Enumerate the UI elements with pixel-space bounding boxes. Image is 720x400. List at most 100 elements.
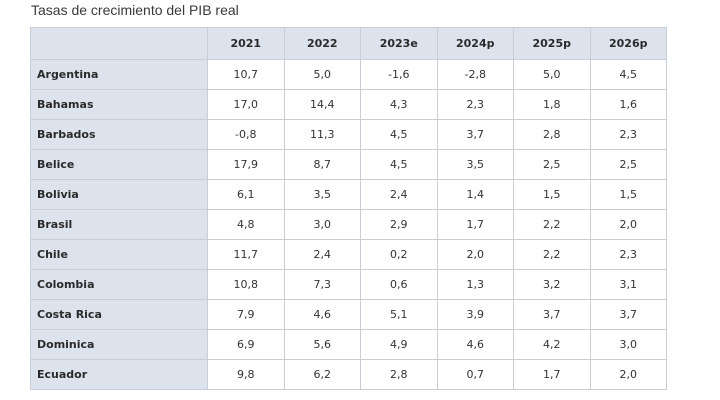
- value-cell: 3,7: [513, 299, 591, 330]
- value-cell: 10,8: [207, 269, 285, 300]
- country-cell: Belice: [30, 149, 208, 180]
- table-row: Costa Rica 7,9 4,6 5,1 3,9 3,7 3,7: [30, 299, 667, 330]
- value-cell: 2,0: [436, 239, 514, 270]
- value-cell: 4,3: [360, 89, 438, 120]
- scrollbar[interactable]: [712, 30, 716, 370]
- value-cell: 14,4: [283, 89, 361, 120]
- value-cell: 1,5: [513, 179, 591, 210]
- value-cell: 6,9: [207, 329, 285, 360]
- table-row: Dominica 6,9 5,6 4,9 4,6 4,2 3,0: [30, 329, 667, 360]
- header-cell-country: [30, 27, 208, 60]
- value-cell: 17,0: [207, 89, 285, 120]
- country-cell: Bolivia: [30, 179, 208, 210]
- value-cell: 2,2: [513, 209, 591, 240]
- value-cell: 2,4: [283, 239, 361, 270]
- value-cell: 3,7: [436, 119, 514, 150]
- value-cell: 10,7: [207, 59, 285, 90]
- value-cell: -2,8: [436, 59, 514, 90]
- value-cell: 0,2: [360, 239, 438, 270]
- country-cell: Chile: [30, 239, 208, 270]
- value-cell: 3,5: [283, 179, 361, 210]
- table-row: Brasil 4,8 3,0 2,9 1,7 2,2 2,0: [30, 209, 667, 240]
- value-cell: 1,3: [436, 269, 514, 300]
- header-cell-2021: 2021: [207, 27, 285, 60]
- value-cell: 4,5: [360, 119, 438, 150]
- value-cell: 1,6: [589, 89, 667, 120]
- country-cell: Barbados: [30, 119, 208, 150]
- value-cell: 2,5: [513, 149, 591, 180]
- value-cell: 2,3: [589, 119, 667, 150]
- country-cell: Colombia: [30, 269, 208, 300]
- value-cell: 6,1: [207, 179, 285, 210]
- header-cell-2024p: 2024p: [436, 27, 514, 60]
- value-cell: 0,7: [436, 359, 514, 390]
- header-cell-2026p: 2026p: [589, 27, 667, 60]
- value-cell: 4,8: [207, 209, 285, 240]
- value-cell: 3,0: [589, 329, 667, 360]
- value-cell: 1,4: [436, 179, 514, 210]
- value-cell: 4,5: [589, 59, 667, 90]
- table-title: Tasas de crecimiento del PIB real: [31, 2, 239, 18]
- table-row: Belice 17,9 8,7 4,5 3,5 2,5 2,5: [30, 149, 667, 180]
- value-cell: -1,6: [360, 59, 438, 90]
- value-cell: 3,9: [436, 299, 514, 330]
- value-cell: 2,4: [360, 179, 438, 210]
- value-cell: 8,7: [283, 149, 361, 180]
- value-cell: 3,7: [589, 299, 667, 330]
- value-cell: -0,8: [207, 119, 285, 150]
- table-row: Colombia 10,8 7,3 0,6 1,3 3,2 3,1: [30, 269, 667, 300]
- value-cell: 2,5: [589, 149, 667, 180]
- value-cell: 4,9: [360, 329, 438, 360]
- value-cell: 1,8: [513, 89, 591, 120]
- table-row: Bolivia 6,1 3,5 2,4 1,4 1,5 1,5: [30, 179, 667, 210]
- value-cell: 3,2: [513, 269, 591, 300]
- value-cell: 4,6: [283, 299, 361, 330]
- table-row: Ecuador 9,8 6,2 2,8 0,7 1,7 2,0: [30, 359, 667, 390]
- value-cell: 2,3: [436, 89, 514, 120]
- table-row: Argentina 10,7 5,0 -1,6 -2,8 5,0 4,5: [30, 59, 667, 90]
- value-cell: 5,1: [360, 299, 438, 330]
- table-row: Barbados -0,8 11,3 4,5 3,7 2,8 2,3: [30, 119, 667, 150]
- table-row: Bahamas 17,0 14,4 4,3 2,3 1,8 1,6: [30, 89, 667, 120]
- value-cell: 11,7: [207, 239, 285, 270]
- value-cell: 2,3: [589, 239, 667, 270]
- value-cell: 3,1: [589, 269, 667, 300]
- country-cell: Ecuador: [30, 359, 208, 390]
- header-cell-2023e: 2023e: [360, 27, 438, 60]
- value-cell: 5,6: [283, 329, 361, 360]
- value-cell: 1,7: [513, 359, 591, 390]
- table-header-row: 2021 2022 2023e 2024p 2025p 2026p: [30, 27, 667, 60]
- value-cell: 2,0: [589, 209, 667, 240]
- value-cell: 0,6: [360, 269, 438, 300]
- value-cell: 3,0: [283, 209, 361, 240]
- value-cell: 2,9: [360, 209, 438, 240]
- value-cell: 1,7: [436, 209, 514, 240]
- value-cell: 7,3: [283, 269, 361, 300]
- gdp-growth-table: 2021 2022 2023e 2024p 2025p 2026p Argent…: [30, 27, 667, 390]
- value-cell: 3,5: [436, 149, 514, 180]
- value-cell: 5,0: [513, 59, 591, 90]
- value-cell: 1,5: [589, 179, 667, 210]
- value-cell: 2,8: [513, 119, 591, 150]
- header-cell-2025p: 2025p: [513, 27, 591, 60]
- country-cell: Argentina: [30, 59, 208, 90]
- value-cell: 2,2: [513, 239, 591, 270]
- country-cell: Costa Rica: [30, 299, 208, 330]
- value-cell: 2,0: [589, 359, 667, 390]
- country-cell: Brasil: [30, 209, 208, 240]
- table-body: Argentina 10,7 5,0 -1,6 -2,8 5,0 4,5 Bahamas 17,…: [30, 59, 667, 390]
- country-cell: Dominica: [30, 329, 208, 360]
- value-cell: 11,3: [283, 119, 361, 150]
- value-cell: 6,2: [283, 359, 361, 390]
- country-cell: Bahamas: [30, 89, 208, 120]
- table-row: Chile 11,7 2,4 0,2 2,0 2,2 2,3: [30, 239, 667, 270]
- value-cell: 4,5: [360, 149, 438, 180]
- value-cell: 5,0: [283, 59, 361, 90]
- value-cell: 9,8: [207, 359, 285, 390]
- value-cell: 4,6: [436, 329, 514, 360]
- value-cell: 2,8: [360, 359, 438, 390]
- value-cell: 7,9: [207, 299, 285, 330]
- value-cell: 17,9: [207, 149, 285, 180]
- value-cell: 4,2: [513, 329, 591, 360]
- header-cell-2022: 2022: [283, 27, 361, 60]
